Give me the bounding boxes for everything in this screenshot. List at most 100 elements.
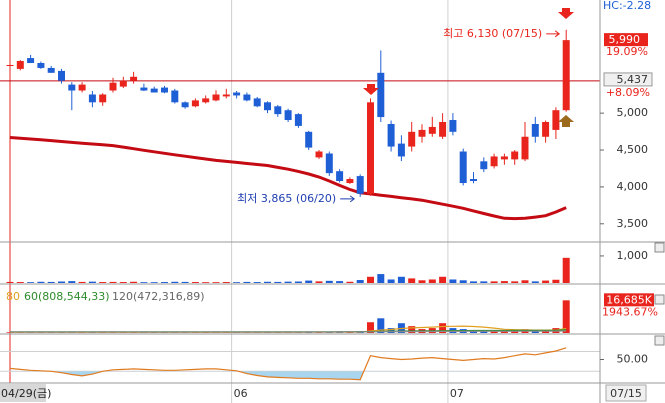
bar [336,281,344,283]
candle-body [325,153,333,174]
candle-body [542,122,550,137]
candle-body [521,136,529,160]
last-value-label: 16,685K [606,293,652,306]
candle-body [397,143,405,157]
candle-body [68,84,76,91]
last-price-change: 19.09% [606,45,648,58]
bar [531,281,539,283]
candle-body [78,84,86,91]
bar [418,280,426,283]
candle-body [531,123,539,137]
moving-average-line [9,136,567,221]
bar [552,279,560,283]
bar [264,281,271,283]
candle-body [202,98,210,103]
candle-body [449,120,457,132]
buy-signal [558,115,574,127]
candle-body [109,82,117,91]
low-note-arrow [340,195,356,203]
bar [171,281,179,283]
candle-body [233,92,241,96]
bar [387,279,395,283]
candle-body [470,179,477,182]
x-tick-label: 06 [234,387,248,400]
close-button[interactable] [654,242,665,253]
candle-body [161,87,168,93]
candle-body [480,161,488,170]
candle-body [552,110,560,130]
bar [222,282,230,283]
bar [480,281,488,283]
bar [274,281,282,283]
bar [37,281,45,283]
x-tick-label: 04/29(금) [1,387,51,400]
y-tick-label: 4,000 [617,180,649,193]
bar [233,282,241,283]
bar [397,276,405,283]
candle-body [336,171,344,182]
bar [562,300,570,333]
bar [78,281,86,283]
bar [459,280,467,283]
candle-body [490,156,498,167]
bar [191,282,199,283]
bar [47,281,55,283]
bar [387,328,395,333]
candle-body [356,176,364,194]
y-tick-label: 3,500 [617,217,649,230]
candle-body [99,94,107,103]
last-price-box [604,33,648,47]
x-tick-label: 07 [450,387,464,400]
last-value-change: 1943.67% [602,305,658,318]
bar [408,326,416,333]
bar [367,276,374,283]
y-tick-label: 50.00 [617,353,649,366]
oscillator-line [9,347,567,381]
candle-body [222,94,230,97]
candle-body [171,90,179,103]
close-button[interactable] [654,335,665,346]
bar [119,282,127,283]
candle-body [47,67,55,73]
close-button[interactable] [654,294,665,305]
candle-body [150,88,158,93]
bar [377,318,385,333]
candle-body [243,94,251,101]
reference-change: +8.09% [606,86,650,99]
candle-body [16,61,24,69]
high-note: 최고 6,130 (07/15) [443,27,542,40]
bar [377,274,385,283]
bar [181,281,189,283]
bar [428,279,436,283]
reference-label: 5,437 [617,73,649,86]
candle-body [428,126,436,134]
candle-body [140,87,148,91]
candle-body [377,72,385,118]
bar [408,278,416,283]
legend-entry: 60(808,544,33) [24,290,110,303]
bar [356,280,364,283]
bar [202,282,210,283]
bar [542,280,550,283]
candle-body [119,80,127,87]
candle-body [294,114,302,126]
legend-entry: 120(472,316,89) [112,290,205,303]
bar [470,331,477,333]
bar [140,282,148,283]
candle-body [284,110,292,121]
candle-body [439,122,447,137]
candle-body [212,94,220,101]
bar [439,323,447,333]
candle-body [408,131,416,147]
sell-signal [363,84,379,95]
legend-entry: 80 [6,290,20,303]
candle-body [253,98,261,107]
candle-body [274,106,282,115]
bar [490,330,498,333]
candle-body [459,151,467,183]
candle-body [181,102,189,108]
bar [243,281,251,283]
candle-body [191,100,199,107]
